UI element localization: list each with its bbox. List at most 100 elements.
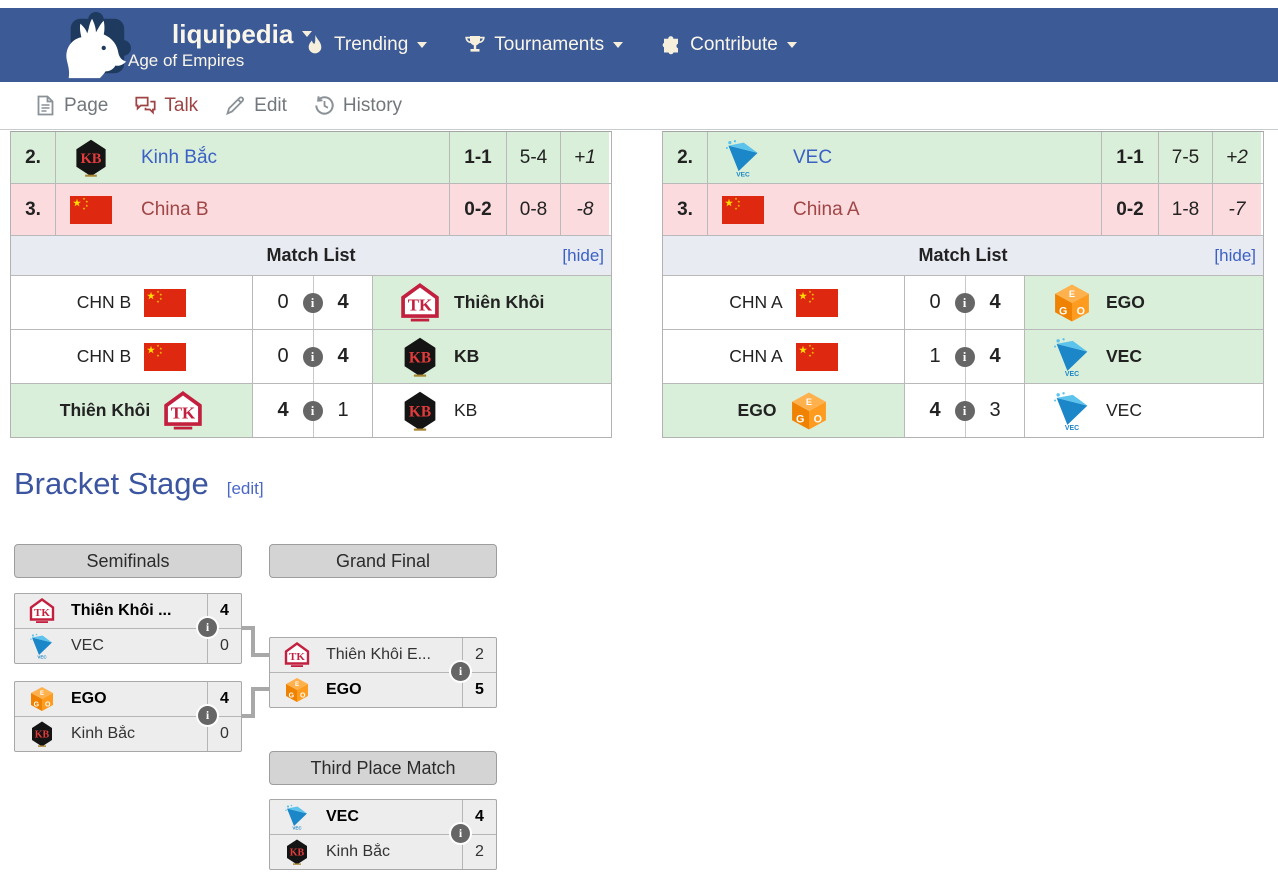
bracket-connector (240, 714, 255, 718)
team-score: 4 (207, 682, 241, 716)
team-link-china-b[interactable]: China B (141, 198, 209, 220)
svg-text:TK: TK (408, 295, 433, 314)
hide-toggle-link[interactable]: [hide] (1214, 245, 1256, 265)
info-icon[interactable]: i (954, 292, 975, 313)
bracket-connector (251, 687, 269, 691)
match-left-team: CHN A (663, 330, 905, 383)
team-score: 4 (462, 800, 496, 834)
china-flag-icon (70, 195, 112, 224)
score-right: 4 (989, 345, 1001, 367)
liquipedia-logo-icon[interactable] (52, 10, 136, 82)
team-score: 0 (207, 717, 241, 751)
page-tabbar: Page Talk Edit History (0, 82, 1278, 130)
matchlist-header: Match List [hide] (663, 236, 1263, 276)
score-left: 0 (929, 291, 941, 313)
tab-label: Edit (254, 94, 287, 116)
svg-text:KB: KB (290, 848, 305, 859)
china-flag-icon (795, 342, 838, 371)
info-icon[interactable]: i (198, 618, 217, 637)
svg-text:G: G (796, 413, 804, 425)
team-cell: KB Kinh Bắc (56, 132, 450, 183)
matchlist-title: Match List (918, 245, 1008, 265)
info-icon[interactable]: i (451, 662, 470, 681)
standings-row: 2. KB Kinh Bắc 1-1 5-4 +1 (11, 132, 611, 184)
svg-text:E: E (806, 397, 812, 407)
nav-item-tournaments[interactable]: Tournaments (465, 34, 624, 56)
team-link-kinh-bac[interactable]: Kinh Bắc (141, 146, 218, 168)
talk-icon (135, 95, 156, 116)
svg-text:VEC: VEC (292, 826, 302, 831)
match-score: 4 i 1 (253, 384, 373, 437)
team-name: CHN B (76, 292, 132, 312)
caret-down-icon (417, 42, 428, 48)
bracket-team-row: TK Thiên Khôi ... 4 (15, 594, 241, 628)
score-right: 4 (337, 291, 349, 313)
tab-history[interactable]: History (314, 95, 402, 117)
team-score: 2 (462, 835, 496, 869)
team-name: VEC (1106, 400, 1142, 420)
hide-toggle-link[interactable]: [hide] (562, 245, 604, 265)
bracket-team-row: KB Kinh Bắc 2 (270, 834, 496, 869)
svg-text:KB: KB (409, 403, 431, 420)
thien-khoi-logo-icon: TK (400, 282, 440, 323)
score-right: 4 (337, 345, 349, 367)
kinh-bac-logo-icon: KB (72, 139, 110, 177)
svg-text:KB: KB (409, 349, 431, 366)
info-icon[interactable]: i (198, 706, 217, 725)
tab-edit[interactable]: Edit (225, 95, 287, 117)
match-row: Thiên Khôi TK 4 i 1 KB KB (11, 384, 611, 437)
rank-cell: 3. (11, 184, 56, 235)
match-left-team: Thiên Khôi TK (11, 384, 253, 437)
team-cell: VEC VEC (708, 132, 1102, 183)
diff-cell: +1 (561, 132, 609, 183)
nav-item-trending[interactable]: Trending (305, 34, 428, 56)
tab-talk[interactable]: Talk (135, 95, 198, 117)
team-link-vec[interactable]: VEC (793, 146, 833, 168)
svg-text:O: O (45, 702, 51, 709)
games-cell: 0-8 (507, 184, 561, 235)
team-score: 5 (462, 673, 496, 707)
brand-menu[interactable]: liquipedia Age of Empires (128, 19, 313, 71)
nav-label: Trending (334, 34, 409, 55)
svg-text:VEC: VEC (736, 171, 750, 177)
svg-text:G: G (289, 693, 295, 700)
score-left: 0 (277, 291, 289, 313)
match-score: 0 i 4 (905, 276, 1025, 329)
nav-item-contribute[interactable]: Contribute (661, 34, 797, 56)
svg-text:O: O (814, 413, 822, 425)
match-right-team: TK Thiên Khôi (373, 276, 611, 329)
svg-text:KB: KB (80, 151, 101, 167)
info-icon[interactable]: i (302, 346, 323, 367)
kb-logo-icon: KB (400, 391, 440, 431)
caret-down-icon (302, 31, 313, 37)
info-icon[interactable]: i (451, 824, 470, 843)
vec-logo-icon: VEC (1052, 391, 1092, 431)
matchlist-header: Match List [hide] (11, 236, 611, 276)
edit-section-link[interactable]: [edit] (226, 479, 264, 498)
info-icon[interactable]: i (302, 400, 323, 421)
rank-cell: 2. (11, 132, 56, 183)
tab-label: Page (64, 94, 109, 116)
team-link-china-a[interactable]: China A (793, 198, 860, 220)
match-row: CHN B 0 i 4 KB KB (11, 330, 611, 384)
round-header-third-place: Third Place Match (269, 751, 497, 785)
tab-page[interactable]: Page (35, 95, 108, 117)
team-name: CHN A (729, 292, 783, 312)
bracket-team-row: TK Thiên Khôi E... 2 (270, 638, 496, 672)
match-left-team: CHN A (663, 276, 905, 329)
team-name: Kinh Bắc (71, 725, 136, 742)
bracket-connector (251, 626, 255, 657)
matchlist-title: Match List (266, 245, 356, 265)
info-icon[interactable]: i (302, 292, 323, 313)
info-icon[interactable]: i (954, 400, 975, 421)
bracket-connector (251, 687, 255, 718)
match-score: 0 i 4 (253, 330, 373, 383)
svg-text:E: E (1069, 289, 1075, 299)
team-name: EGO (326, 681, 362, 698)
info-icon[interactable]: i (954, 346, 975, 367)
